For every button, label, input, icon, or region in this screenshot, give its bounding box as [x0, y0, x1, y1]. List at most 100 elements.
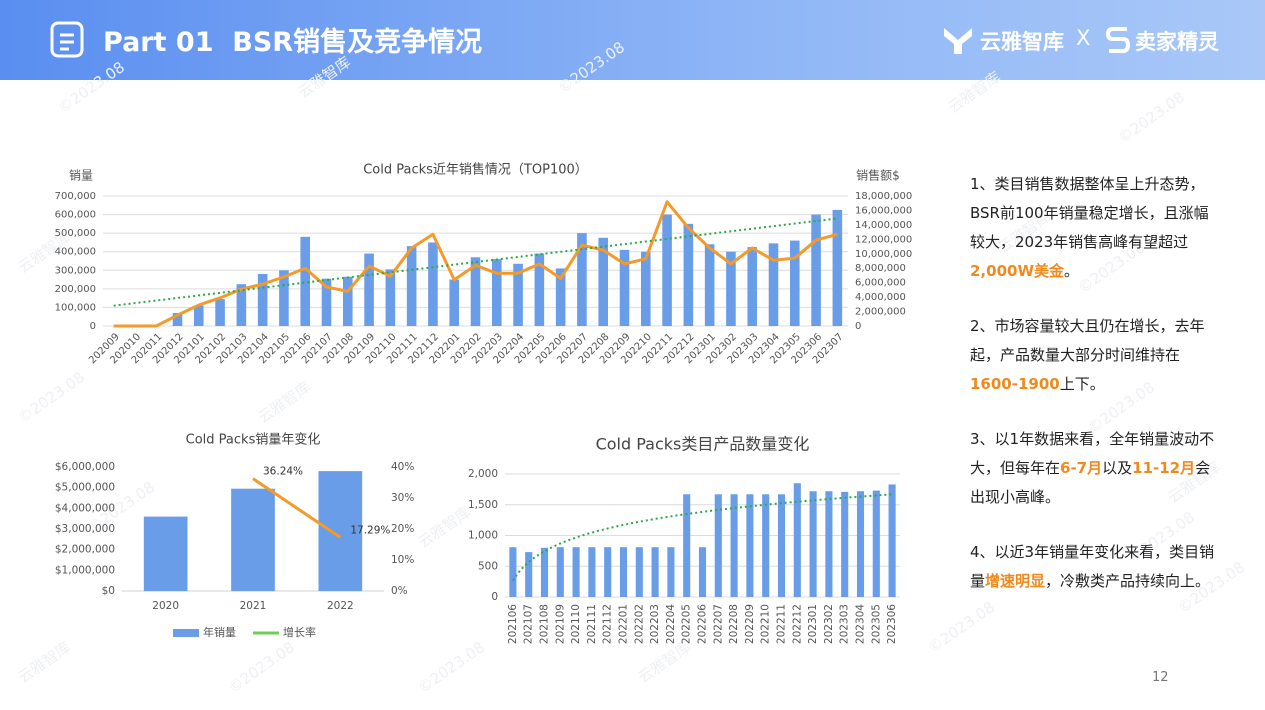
y-tick-label: 1,000: [468, 530, 498, 542]
bar: [525, 552, 533, 597]
bar: [704, 244, 715, 326]
x-tick-label: 202211: [776, 604, 788, 644]
bar: [577, 233, 587, 326]
bar: [888, 484, 896, 597]
y2-tick-label: 8,000,000: [855, 263, 906, 274]
note-text: 增速明显: [985, 572, 1046, 590]
note-text: 。: [1064, 262, 1080, 280]
bar: [556, 547, 564, 597]
watermark: 云雅智库: [295, 53, 354, 102]
x-tick-label: 202212: [791, 604, 803, 644]
page-number: 12: [1152, 670, 1169, 685]
watermark: ©2023.08: [55, 58, 128, 117]
watermark: ©2023.08: [415, 638, 488, 697]
y-tick-label: $1,000,000: [55, 564, 115, 576]
y2-tick-label: 14,000,000: [855, 220, 912, 231]
bar: [640, 251, 651, 326]
y-tick-label: 0: [491, 591, 498, 603]
y-tick-label: 2,000: [468, 468, 498, 480]
x-tick-label: 202202: [633, 604, 645, 644]
x-tick-label: 202108: [539, 604, 551, 644]
note: 3、以1年数据来看，全年销量波动不大，但每年在6-7月以及11-12月会出现小高…: [970, 425, 1220, 512]
bar: [619, 547, 628, 597]
legend-swatch: [173, 629, 199, 637]
bar: [509, 547, 517, 597]
brand-icon-2: [1105, 27, 1131, 53]
y2-tick-label: 0: [855, 321, 861, 332]
y-tick-label: $6,000,000: [55, 461, 115, 473]
y-tick-label: 1,500: [468, 499, 498, 511]
watermark: 云雅智库: [15, 638, 74, 687]
legend-label: 增长率: [283, 625, 316, 639]
chart-title: Cold Packs销量年变化: [186, 432, 321, 448]
doc-icon: [50, 21, 84, 58]
y2-tick-label: 4,000,000: [855, 292, 906, 303]
x-tick-label: 202110: [570, 604, 582, 644]
bar: [683, 494, 691, 597]
bar: [726, 251, 736, 326]
y-tick-label: $3,000,000: [55, 523, 115, 535]
bar: [762, 494, 770, 597]
watermark: ©2023.08: [15, 368, 88, 427]
watermark: 云雅智库: [415, 503, 474, 552]
bar: [588, 547, 596, 597]
bar: [768, 243, 779, 326]
y-tick-label: 300,000: [55, 265, 96, 276]
y-tick-label: $0: [102, 585, 115, 597]
bar: [730, 494, 738, 597]
bar: [598, 237, 609, 326]
bar: [540, 547, 549, 597]
y-tick-label: 600,000: [55, 210, 96, 221]
x-tick-label: 202208: [728, 604, 740, 644]
x-tick-label: 202303: [839, 604, 851, 644]
bar: [236, 284, 247, 326]
y2-tick-label: 12,000,000: [855, 234, 912, 245]
chart-title: Cold Packs近年销售情况（TOP100）: [363, 162, 588, 178]
y2-tick-label: 0%: [391, 585, 408, 597]
y-tick-label: $2,000,000: [55, 544, 115, 556]
bar: [385, 269, 396, 326]
note-text: 1600-1900: [970, 375, 1060, 393]
bar: [143, 516, 188, 591]
note-text: 6-7月: [1060, 459, 1103, 477]
y2-tick-label: 10,000,000: [855, 249, 912, 260]
x-tick-label: 202207: [712, 604, 724, 644]
x-tick-label: 202111: [586, 604, 598, 644]
bar: [342, 276, 353, 326]
chart-title: Cold Packs类目产品数量变化: [596, 435, 810, 454]
bar: [572, 547, 580, 597]
notes: 1、类目销售数据整体呈上升态势，BSR前100年销量稳定增长，且涨幅较大，202…: [970, 170, 1220, 622]
bar: [698, 547, 707, 597]
bar: [513, 263, 523, 326]
note-text: 会出现小高峰。: [970, 459, 1211, 506]
bar: [555, 268, 566, 326]
watermark: 云雅智库: [255, 378, 314, 427]
x-tick-label: 202306: [886, 604, 898, 644]
bar: [635, 547, 643, 597]
watermark: ©2023.08: [225, 638, 298, 697]
bar: [428, 242, 438, 326]
bar: [491, 259, 502, 326]
bar: [683, 223, 694, 326]
y2-tick-label: 6,000,000: [855, 278, 906, 289]
trendline: [113, 217, 838, 307]
watermark: ©2023.08: [555, 38, 628, 97]
bar: [793, 483, 801, 597]
bar: [789, 240, 800, 326]
bar: [841, 491, 849, 597]
separator: X: [1076, 26, 1091, 50]
bar: [619, 249, 630, 326]
bar: [811, 214, 821, 326]
note-text: ，冷敷类产品持续向上。: [1045, 572, 1211, 590]
y2-tick-label: 30%: [391, 492, 414, 504]
bar: [746, 494, 754, 597]
bar: [193, 305, 204, 326]
bar: [777, 494, 786, 597]
bar: [662, 214, 672, 326]
x-tick-label: 202201: [618, 604, 630, 644]
y2-tick-label: 40%: [391, 461, 414, 473]
x-tick-label: 202112: [602, 604, 614, 644]
bar: [872, 490, 880, 597]
x-tick-label: 202206: [697, 604, 709, 644]
